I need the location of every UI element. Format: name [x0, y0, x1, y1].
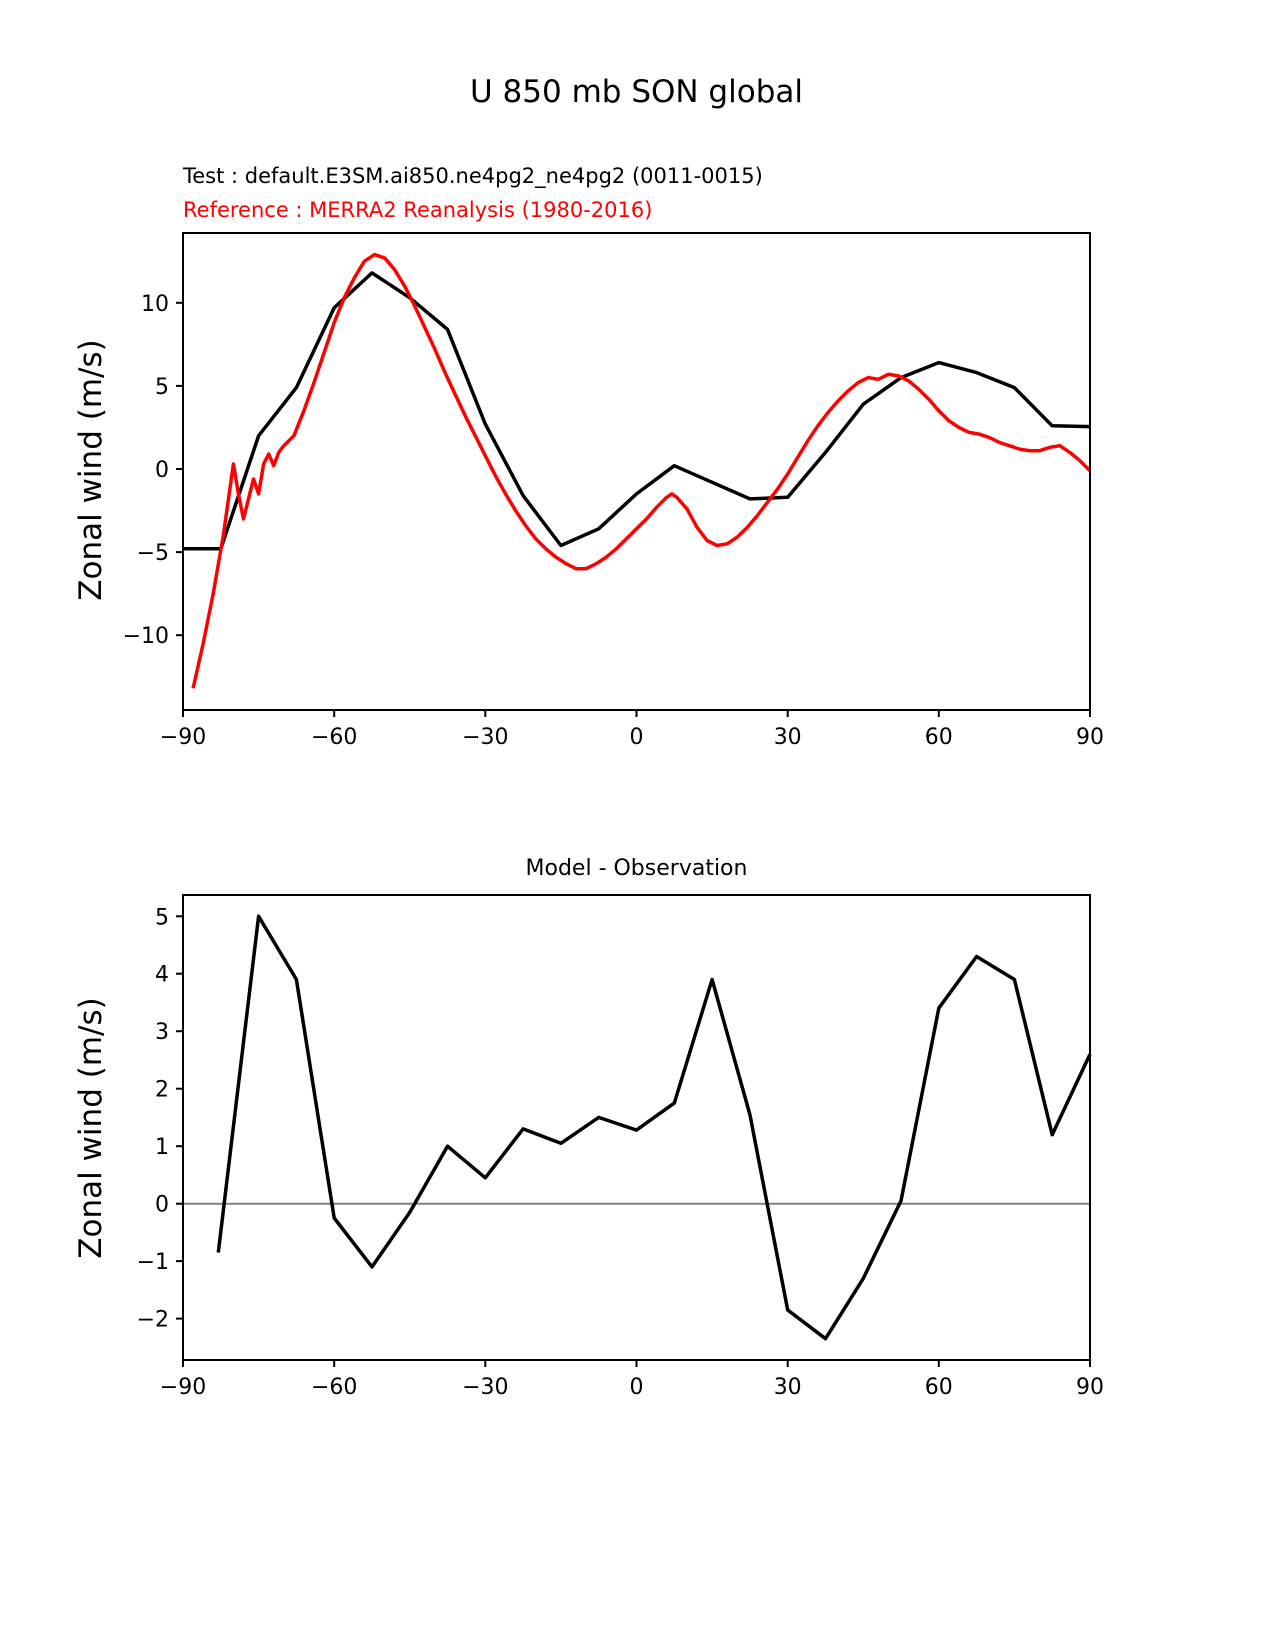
x-tick-label: −90: [160, 725, 206, 750]
y-tick-label: 5: [155, 905, 169, 930]
x-tick-label: 60: [925, 725, 953, 750]
y-tick-label: 5: [155, 375, 169, 400]
x-tick-label: −30: [462, 1375, 508, 1400]
x-tick-label: 30: [774, 1375, 802, 1400]
y-tick-label: −2: [137, 1308, 169, 1333]
series-test-model: [183, 271, 1091, 551]
x-tick-label: 60: [925, 1375, 953, 1400]
x-tick-label: 0: [630, 1375, 644, 1400]
x-tick-label: −30: [462, 725, 508, 750]
axes-frame: [182, 232, 1091, 711]
series-model-minus-observation: [216, 914, 1092, 1341]
x-tick-label: 90: [1076, 1375, 1104, 1400]
y-tick-label: 1: [155, 1135, 169, 1160]
y-tick-label: 3: [155, 1020, 169, 1045]
x-tick-label: 90: [1076, 725, 1104, 750]
main-chart: −90 −60 −30 0 30 60 90 −10 −5 0 5 10: [123, 232, 1104, 750]
legend-test-label: Test : default.E3SM.ai850.ne4pg2_ne4pg2 …: [183, 164, 763, 188]
difference-chart-title: Model - Observation: [525, 856, 748, 881]
x-tick-label: −90: [160, 1375, 206, 1400]
x-tick-label: −60: [311, 1375, 357, 1400]
difference-chart: −90 −60 −30 0 30 60 90 −2 −1 0 1 2 3 4 5: [137, 894, 1104, 1400]
figure-title: U 850 mb SON global: [470, 74, 803, 110]
x-tick-label: −60: [311, 725, 357, 750]
y-tick-label: 0: [155, 1193, 169, 1218]
y-tick-label: 0: [155, 458, 169, 483]
y-tick-label: −10: [123, 624, 169, 649]
y-tick-label: 10: [141, 292, 169, 317]
y-tick-label: −1: [137, 1250, 169, 1275]
y-tick-label: 2: [155, 1078, 169, 1103]
x-tick-label: 30: [774, 725, 802, 750]
y-tick-label: 4: [155, 963, 169, 988]
x-tick-label: 0: [630, 725, 644, 750]
series-reference-merra2: [191, 252, 1092, 689]
y-tick-label: −5: [137, 541, 169, 566]
legend-reference-label: Reference : MERRA2 Reanalysis (1980-2016…: [183, 198, 653, 222]
